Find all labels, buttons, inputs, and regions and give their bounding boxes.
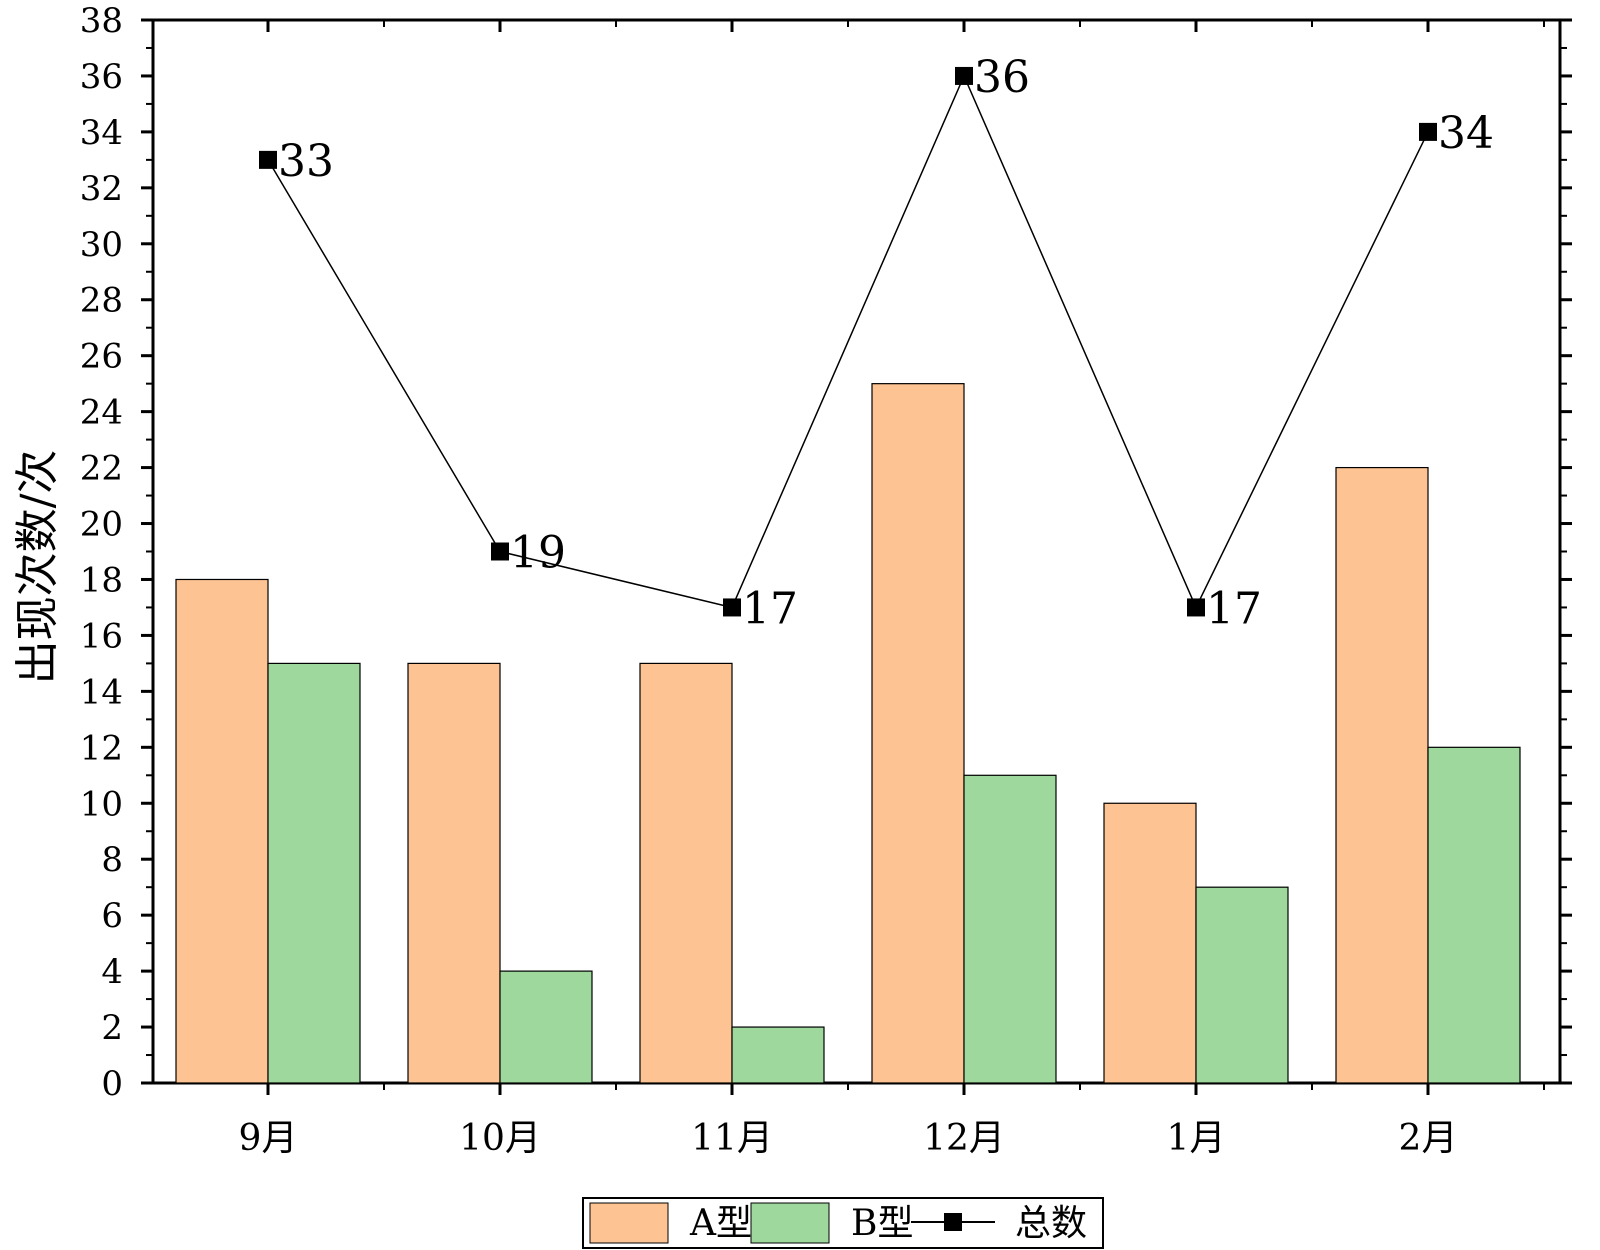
legend-swatch-a [589, 1202, 669, 1244]
y-tick-label-4: 4 [101, 952, 123, 992]
bar-b-3 [963, 774, 1057, 1084]
y-tick-label-6: 6 [101, 896, 123, 936]
y-tick-label-8: 8 [101, 840, 123, 880]
y-tick-label-34: 34 [80, 113, 123, 153]
total-line-layer: 33 19 17 36 17 34 [259, 52, 1494, 634]
y-tick-label-24: 24 [80, 393, 123, 433]
total-marker-2 [723, 598, 741, 617]
y-tick-label-18: 18 [80, 560, 123, 600]
bar-a-4 [1103, 802, 1197, 1084]
bar-a-1 [407, 662, 501, 1084]
total-data-label-5: 34 [1438, 108, 1494, 159]
y-tick-label-26: 26 [80, 337, 123, 377]
total-data-label-0: 33 [278, 136, 334, 187]
total-marker-1 [491, 542, 509, 561]
x-tick-label-5: 2月 [1399, 1118, 1458, 1159]
y-tick-label-0: 0 [101, 1064, 123, 1104]
legend-label-total: 总数 [1015, 1203, 1087, 1244]
bar-a-0 [175, 578, 269, 1084]
total-marker-4 [1187, 598, 1205, 617]
bar-b-5 [1427, 746, 1521, 1084]
y-tick-label-36: 36 [80, 57, 123, 97]
x-tick-label-2: 11月 [691, 1118, 773, 1159]
x-axis: 9月 10月 11月 12月 1月 2月 [239, 20, 1545, 1159]
y-tick-label-20: 20 [80, 505, 123, 545]
y-tick-label-14: 14 [80, 672, 123, 712]
y-tick-label-32: 32 [80, 169, 123, 209]
bar-a-5 [1335, 466, 1429, 1084]
bar-b-0 [267, 662, 361, 1084]
legend-label-a: A型 [689, 1203, 752, 1244]
total-marker-0 [259, 150, 277, 169]
bar-b-4 [1195, 886, 1289, 1084]
legend-swatch-b [750, 1202, 830, 1244]
y-tick-label-22: 22 [80, 449, 123, 489]
bar-a-3 [871, 383, 965, 1084]
y-tick-label-2: 2 [101, 1008, 123, 1048]
total-data-label-2: 17 [742, 583, 798, 634]
y-tick-label-28: 28 [80, 281, 123, 321]
legend-box [582, 1197, 1104, 1249]
x-tick-label-3: 12月 [923, 1118, 1005, 1159]
total-data-label-1: 19 [510, 528, 566, 579]
legend-label-b: B型 [851, 1203, 913, 1244]
y-tick-label-16: 16 [80, 616, 123, 656]
y-tick-label-10: 10 [80, 784, 123, 824]
x-tick-label-0: 9月 [239, 1118, 298, 1159]
y-tick-label-12: 12 [80, 728, 123, 768]
total-marker-3 [955, 66, 973, 85]
total-marker-5 [1419, 122, 1437, 141]
bars-layer [175, 383, 1521, 1084]
y-axis-label: 出现次数/次 [12, 450, 63, 685]
legend-marker-total [944, 1213, 962, 1231]
x-tick-label-1: 10月 [459, 1118, 541, 1159]
total-line [267, 74, 1429, 610]
bar-a-2 [639, 662, 733, 1084]
y-tick-label-30: 30 [80, 225, 123, 265]
total-data-label-4: 17 [1206, 583, 1262, 634]
legend: A型 B型 总数 [582, 1197, 1104, 1249]
total-data-label-3: 36 [974, 52, 1030, 103]
y-tick-label-38: 38 [80, 1, 123, 41]
x-tick-label-4: 1月 [1167, 1118, 1226, 1159]
bar-b-1 [499, 970, 593, 1084]
bar-b-2 [731, 1026, 825, 1084]
